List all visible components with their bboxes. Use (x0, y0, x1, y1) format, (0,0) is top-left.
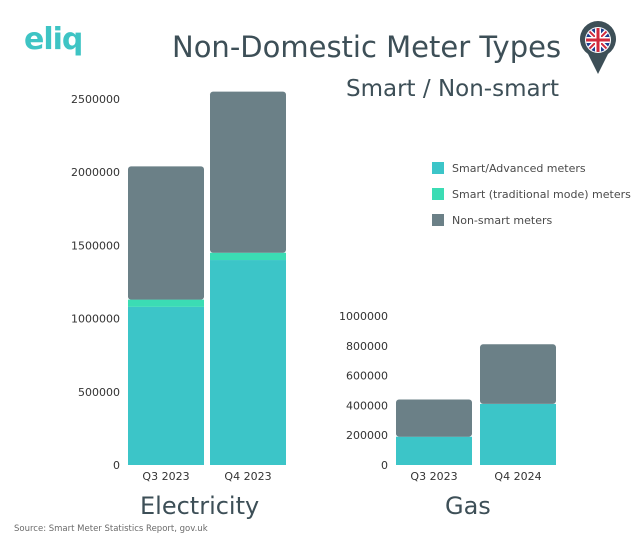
bar-segment (128, 166, 204, 300)
uk-flag-pin-icon (580, 21, 616, 74)
bar-segment (210, 91, 286, 253)
legend-swatch (432, 188, 444, 200)
legend-swatch (432, 162, 444, 174)
y-tick-label: 500000 (78, 386, 120, 399)
y-tick-label: 600000 (346, 370, 388, 383)
y-tick-label: 1000000 (71, 313, 120, 326)
legend-item-smart-advanced: Smart/Advanced meters (432, 158, 631, 178)
x-tick-label: Q4 2024 (494, 470, 541, 483)
eliq-logo: eliq (24, 22, 83, 57)
x-tick-label: Q3 2023 (410, 470, 457, 483)
source-note: Source: Smart Meter Statistics Report, g… (14, 524, 208, 534)
y-tick-label: 0 (381, 459, 388, 472)
y-tick-label: 200000 (346, 429, 388, 442)
y-tick-label: 800000 (346, 340, 388, 353)
x-tick-label: Q4 2023 (224, 470, 271, 483)
y-tick-label: 2000000 (71, 166, 120, 179)
legend-label: Smart/Advanced meters (452, 161, 586, 175)
gas-label: Gas (445, 492, 491, 520)
bar-segment (480, 344, 556, 404)
electricity-label: Electricity (140, 492, 260, 520)
bar-segment (128, 299, 204, 307)
x-tick-label: Q3 2023 (142, 470, 189, 483)
legend-item-smart-traditional: Smart (traditional mode) meters (432, 184, 631, 204)
bar-segment (128, 306, 204, 465)
chart-title: Non-Domestic Meter Types (172, 30, 562, 64)
legend-label: Smart (traditional mode) meters (452, 187, 631, 201)
y-tick-label: 0 (113, 459, 120, 472)
bar-segment (396, 399, 472, 437)
bar-segment (480, 403, 556, 465)
legend-label: Non-smart meters (452, 213, 553, 227)
bar-segment (396, 436, 472, 465)
y-tick-label: 400000 (346, 399, 388, 412)
legend: Smart/Advanced meters Smart (traditional… (432, 158, 631, 236)
y-tick-label: 2500000 (71, 93, 120, 106)
bar-segment (210, 260, 286, 465)
y-tick-label: 1000000 (339, 310, 388, 323)
legend-swatch (432, 214, 444, 226)
legend-item-non-smart: Non-smart meters (432, 210, 631, 230)
bar-segment (210, 252, 286, 261)
chart-subtitle: Smart / Non-smart (346, 76, 560, 102)
y-tick-label: 1500000 (71, 239, 120, 252)
